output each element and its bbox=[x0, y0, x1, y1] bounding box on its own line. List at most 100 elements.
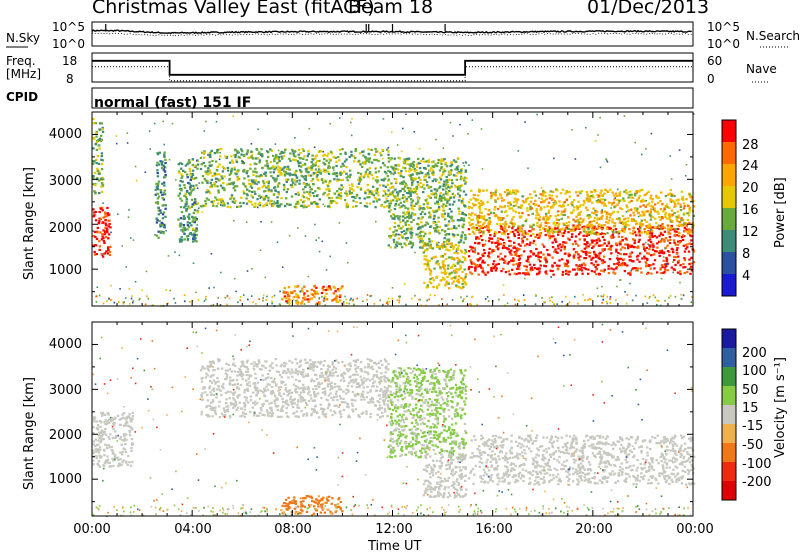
power-cell bbox=[190, 198, 194, 201]
power-speckle bbox=[393, 178, 396, 180]
power-cell bbox=[595, 239, 598, 242]
power-speckle bbox=[318, 250, 321, 253]
velocity-cell bbox=[108, 465, 111, 468]
power-cell bbox=[448, 249, 451, 252]
power-cell bbox=[245, 153, 248, 156]
power-cell bbox=[278, 160, 281, 163]
power-cell bbox=[461, 231, 464, 234]
power-cell bbox=[469, 245, 472, 248]
power-cell bbox=[217, 198, 221, 201]
power-cell bbox=[409, 175, 412, 178]
power-cell bbox=[632, 211, 635, 214]
power-cell bbox=[437, 245, 440, 249]
power-cell bbox=[572, 199, 576, 202]
power-cell bbox=[393, 241, 396, 244]
velocity-cell bbox=[215, 396, 218, 399]
power-ground bbox=[239, 299, 242, 302]
power-cell bbox=[564, 264, 567, 267]
power-cell bbox=[636, 258, 639, 261]
power-cell bbox=[404, 237, 407, 240]
power-cell bbox=[568, 190, 571, 193]
power-cell bbox=[576, 194, 579, 197]
power-cell bbox=[434, 196, 437, 199]
power-cell bbox=[390, 192, 394, 195]
power-ground bbox=[602, 295, 604, 298]
velocity-cell bbox=[92, 463, 95, 466]
power-cell bbox=[461, 226, 465, 229]
power-speckle bbox=[619, 200, 621, 202]
power-cell bbox=[512, 200, 516, 204]
power-cell bbox=[411, 204, 415, 207]
power-cell bbox=[367, 153, 371, 156]
power-cell bbox=[295, 169, 298, 173]
power-cell bbox=[479, 203, 482, 206]
power-cell bbox=[598, 254, 601, 258]
power-cell bbox=[273, 178, 276, 181]
cpid-label: CPID bbox=[6, 90, 39, 104]
power-cell bbox=[434, 163, 437, 166]
power-cell bbox=[273, 160, 276, 163]
power-cell bbox=[107, 225, 110, 228]
nsearch-label: N.Search bbox=[746, 29, 800, 43]
power-cell bbox=[473, 247, 476, 250]
power-cell bbox=[96, 226, 99, 230]
power-cell bbox=[426, 243, 430, 246]
power-cell bbox=[508, 207, 511, 210]
power-ground bbox=[603, 294, 605, 296]
power-cell bbox=[511, 230, 515, 233]
power-cell bbox=[477, 242, 480, 245]
power-speckle bbox=[307, 275, 310, 278]
power-cell bbox=[455, 227, 458, 230]
power-speckle bbox=[315, 239, 317, 241]
power-cell bbox=[188, 167, 191, 170]
power-cell bbox=[422, 230, 425, 233]
power-cell bbox=[605, 227, 609, 231]
power-cell bbox=[684, 247, 688, 250]
power-ground bbox=[273, 294, 276, 297]
power-cell bbox=[653, 253, 656, 256]
power-cell bbox=[372, 193, 375, 196]
power-cell bbox=[664, 213, 667, 216]
power-cell bbox=[195, 176, 198, 179]
power-cell bbox=[182, 217, 185, 220]
velocity-cell bbox=[94, 450, 98, 453]
power-cell bbox=[418, 237, 421, 240]
power-cell bbox=[395, 181, 398, 184]
power-ground bbox=[690, 301, 693, 304]
power-cell bbox=[188, 207, 191, 210]
power-cell bbox=[325, 188, 328, 191]
power-cell bbox=[429, 216, 432, 219]
power-cell bbox=[603, 210, 607, 213]
power-speckle bbox=[233, 219, 235, 222]
power-ground bbox=[551, 301, 554, 303]
power-cell bbox=[193, 201, 196, 204]
power-cell bbox=[443, 245, 446, 248]
power-cell bbox=[446, 238, 449, 241]
power-cell bbox=[677, 259, 681, 262]
power-cell bbox=[577, 268, 580, 271]
power-cell bbox=[494, 191, 497, 194]
power-cell bbox=[609, 188, 612, 191]
power-cell bbox=[475, 223, 478, 226]
power-cell bbox=[590, 211, 594, 214]
power-cell bbox=[282, 188, 286, 191]
power-speckle bbox=[282, 290, 285, 293]
power-cell bbox=[416, 233, 419, 236]
power-cell bbox=[569, 229, 573, 232]
power-cell bbox=[440, 213, 444, 216]
power-speckle bbox=[599, 116, 601, 119]
power-speckle bbox=[480, 128, 483, 130]
power-cell bbox=[356, 194, 359, 197]
power-cell bbox=[566, 191, 569, 194]
power-cell bbox=[342, 164, 345, 167]
power-cell bbox=[639, 205, 642, 208]
power-cell bbox=[667, 231, 670, 234]
power-cell bbox=[573, 268, 576, 271]
power-cell bbox=[410, 191, 413, 194]
velocity-cell bbox=[106, 421, 109, 424]
power-cell bbox=[452, 263, 455, 266]
power-cell bbox=[346, 194, 349, 197]
power-cell bbox=[364, 170, 368, 173]
power-cell bbox=[627, 244, 630, 248]
power-cell bbox=[566, 270, 569, 273]
